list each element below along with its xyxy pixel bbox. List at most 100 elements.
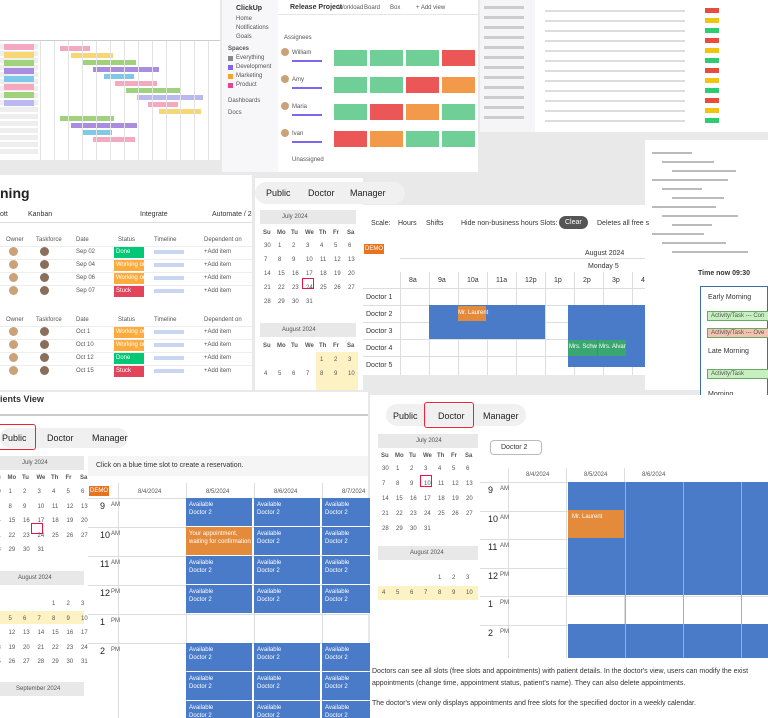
radio[interactable]: Hours bbox=[398, 220, 417, 227]
slot-label[interactable]: Available Doctor 2 bbox=[325, 705, 350, 718]
row bbox=[0, 142, 38, 147]
slot-label[interactable]: Available Doctor 2 bbox=[325, 647, 350, 661]
tab[interactable]: Kanban bbox=[28, 211, 53, 218]
workload-cell bbox=[370, 131, 403, 147]
grid-line bbox=[166, 41, 167, 160]
day: 10 bbox=[306, 257, 313, 263]
add-item[interactable]: +Add item bbox=[204, 329, 232, 335]
section-title: ients View bbox=[0, 394, 44, 404]
slot bbox=[568, 305, 645, 339]
column-header: Dependent on bbox=[204, 317, 242, 323]
add-item[interactable]: +Add item bbox=[204, 249, 232, 255]
add-item[interactable]: +Add item bbox=[204, 355, 232, 361]
add-item[interactable]: +Add item bbox=[204, 368, 232, 374]
day: 8 bbox=[438, 590, 442, 596]
day: 13 bbox=[23, 630, 30, 636]
tab[interactable]: Doctor bbox=[438, 411, 465, 421]
hour: 9 bbox=[488, 485, 494, 495]
tab[interactable]: Public bbox=[393, 411, 418, 421]
weekday: Sa bbox=[465, 453, 473, 459]
slot-label[interactable]: Available Doctor 2 bbox=[257, 589, 282, 603]
tag bbox=[4, 100, 34, 106]
row-line bbox=[0, 259, 252, 260]
day: 21 bbox=[264, 285, 271, 291]
day: 17 bbox=[424, 496, 431, 502]
section: Morning bbox=[708, 390, 733, 399]
view-tab[interactable]: Board bbox=[364, 5, 381, 11]
person-name: William bbox=[292, 50, 312, 56]
add-item[interactable]: +Add item bbox=[204, 275, 232, 281]
grid-line bbox=[545, 272, 546, 375]
cal-header bbox=[0, 456, 84, 470]
day: 16 bbox=[23, 518, 30, 524]
slot-label[interactable]: Available Doctor 2 bbox=[257, 560, 282, 574]
add-item[interactable]: +Add item bbox=[204, 262, 232, 268]
nav-line bbox=[484, 36, 524, 39]
slot-label[interactable]: Available Doctor 2 bbox=[189, 647, 214, 661]
tab[interactable]: Manager bbox=[350, 188, 386, 198]
slot-label[interactable]: Available Doctor 2 bbox=[325, 502, 350, 516]
event bbox=[458, 306, 486, 321]
grid-line bbox=[152, 41, 153, 160]
slot-label[interactable]: Available Doctor 2 bbox=[325, 589, 350, 603]
grid-line bbox=[54, 41, 55, 160]
resource: Doctor 2 bbox=[366, 311, 393, 318]
tab[interactable]: Public bbox=[266, 188, 291, 198]
slot-label[interactable]: Available Doctor 2 bbox=[257, 502, 282, 516]
slot-label[interactable]: Available Doctor 2 bbox=[189, 589, 214, 603]
button[interactable]: Clear bbox=[559, 216, 588, 229]
slot-label[interactable]: Available Doctor 2 bbox=[325, 531, 350, 545]
day: 15 bbox=[52, 630, 59, 636]
event bbox=[568, 340, 597, 356]
tab[interactable]: Doctor bbox=[308, 188, 335, 198]
slot-label[interactable]: Available Doctor 2 bbox=[257, 531, 282, 545]
slot-label[interactable]: Available Doctor 2 bbox=[189, 502, 214, 516]
radio[interactable]: Shifts bbox=[426, 220, 444, 227]
gantt-bar bbox=[137, 95, 203, 100]
day: 25 bbox=[0, 658, 1, 666]
tag bbox=[4, 60, 34, 66]
date: 8/5/2024 bbox=[206, 489, 230, 495]
task-line bbox=[545, 50, 685, 52]
button[interactable]: Automate / 2 bbox=[212, 211, 252, 218]
team-avatar bbox=[40, 247, 49, 256]
divider bbox=[278, 14, 478, 15]
day: 14 bbox=[382, 496, 389, 502]
time: 10a bbox=[467, 277, 479, 284]
tab[interactable]: Manager bbox=[483, 411, 519, 421]
dropdown[interactable]: Doctor 2 bbox=[490, 440, 543, 455]
slot-label[interactable]: Available Doctor 2 bbox=[325, 560, 350, 574]
slot-label[interactable]: Available Doctor 2 bbox=[257, 676, 282, 690]
resource: Doctor 4 bbox=[366, 345, 393, 352]
slot-label[interactable]: Available Doctor 2 bbox=[325, 676, 350, 690]
day: 3 bbox=[306, 243, 310, 249]
checkbox[interactable]: Hide non-business hours bbox=[461, 220, 539, 227]
day: 24 bbox=[37, 532, 45, 539]
button[interactable]: Integrate bbox=[140, 211, 168, 218]
view-tab[interactable]: Workload bbox=[338, 5, 364, 11]
slot-label[interactable]: Available Doctor 2 bbox=[189, 560, 214, 574]
doc-line bbox=[652, 179, 728, 181]
week-highlight bbox=[316, 352, 358, 390]
view-tab[interactable]: Box bbox=[390, 5, 401, 11]
slot-label[interactable]: Available Doctor 2 bbox=[257, 647, 282, 661]
board-title: ning bbox=[0, 185, 30, 201]
add-item[interactable]: +Add item bbox=[204, 342, 232, 348]
grid-line bbox=[96, 41, 97, 160]
tab[interactable]: Manager bbox=[92, 433, 128, 443]
slots bbox=[568, 624, 768, 658]
view-tab[interactable]: + Add view bbox=[416, 5, 446, 11]
event-label: Mrs. Schw bbox=[569, 344, 598, 350]
slot bbox=[186, 672, 252, 700]
tab[interactable]: Public bbox=[2, 433, 27, 443]
add-item[interactable]: +Add item bbox=[204, 288, 232, 294]
doc-line bbox=[672, 197, 724, 199]
row-line bbox=[0, 326, 252, 327]
slot-label[interactable]: Available Doctor 2 bbox=[257, 705, 282, 718]
slot-label[interactable]: Available Doctor 2 bbox=[189, 705, 214, 718]
ampm: AM bbox=[500, 543, 509, 549]
tab[interactable]: Doctor bbox=[47, 433, 74, 443]
nav-item: Home bbox=[236, 16, 253, 22]
slot-label[interactable]: Available Doctor 2 bbox=[189, 676, 214, 690]
task-line bbox=[545, 90, 685, 92]
